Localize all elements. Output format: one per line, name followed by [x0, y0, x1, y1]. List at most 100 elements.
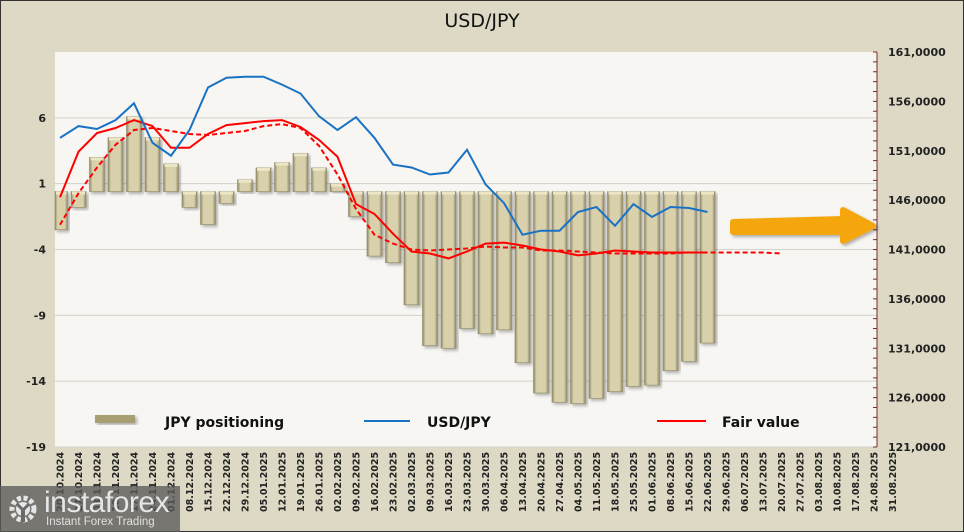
bar-highlight [312, 167, 326, 171]
y-right-tick-label: 121,0000 [888, 441, 946, 454]
x-tick-label: 17.11.2024 [130, 452, 141, 512]
logo-tagline: Instant Forex Trading [46, 516, 155, 528]
x-tick-label: 10.11.2024 [111, 452, 122, 512]
x-tick-label: 23.02.2025 [389, 452, 400, 512]
gear-logo-icon [9, 495, 37, 523]
bar-jpy-positioning [200, 191, 216, 225]
bar-highlight [497, 191, 511, 195]
bar-jpy-positioning [126, 116, 142, 192]
y-right-tick-label: 146,0000 [888, 194, 946, 207]
bar-jpy-positioning [644, 191, 660, 386]
x-tick-label: 18.05.2025 [611, 452, 622, 512]
bar-highlight [349, 191, 363, 195]
bar-highlight [590, 191, 603, 195]
bar-jpy-positioning [514, 191, 531, 364]
y-left-tick-label: -4 [34, 244, 47, 257]
legend: JPY positioning USD/JPY Fair value [95, 415, 800, 431]
bar-highlight [553, 191, 566, 195]
x-tick-label: 22.12.2024 [222, 452, 233, 512]
chart-title: USD/JPY [444, 10, 520, 32]
bar-highlight [442, 191, 455, 195]
x-tick-label: 08.06.2025 [666, 452, 677, 512]
x-tick-label: 02.03.2025 [407, 452, 418, 512]
bar-highlight [201, 191, 215, 195]
bar-jpy-positioning [662, 191, 679, 371]
bar-jpy-positioning [551, 191, 568, 403]
x-tick-label: 10.08.2025 [833, 452, 844, 512]
bar-highlight [534, 191, 548, 195]
x-tick-label: 17.08.2025 [851, 452, 862, 512]
bar-jpy-positioning [366, 191, 383, 257]
x-tick-label: 05.01.2025 [259, 452, 270, 512]
y-left-tick-label: -14 [26, 375, 46, 388]
line-fair-value [59, 119, 708, 260]
x-tick-label: 03.11.2024 [93, 452, 104, 512]
bar-highlight [386, 191, 400, 195]
bar-highlight [423, 191, 437, 195]
y-right-tick-label: 136,0000 [888, 293, 946, 306]
x-tick-label: 25.05.2025 [629, 452, 640, 512]
bar-jpy-positioning [292, 153, 309, 192]
x-tick-label: 08.12.2024 [185, 452, 196, 512]
bar-highlight [645, 191, 659, 195]
bar-jpy-positioning [403, 191, 420, 306]
bar-highlight [90, 157, 104, 161]
x-tick-label: 27.04.2025 [555, 452, 566, 512]
x-tick-label: 22.06.2025 [703, 452, 714, 512]
x-tick-label: 01.06.2025 [648, 452, 659, 512]
x-tick-label: 23.03.2025 [463, 452, 474, 512]
x-tick-label: 09.02.2025 [352, 452, 363, 512]
bar-highlight [275, 162, 289, 166]
y-left-tick-label: 6 [38, 112, 46, 125]
bar-highlight [220, 191, 233, 195]
legend-label-usdjpy: USD/JPY [427, 415, 492, 431]
x-axis: 20.10.2024 27.10.2024 03.11.2024 10.11.2024… [56, 452, 900, 512]
bar-jpy-positioning [588, 191, 605, 399]
bar-highlight [331, 183, 344, 187]
bar-highlight [608, 191, 622, 195]
x-tick-label: 03.08.2025 [814, 452, 825, 512]
x-tick-label: 29.12.2024 [241, 452, 252, 512]
legend-swatch-bar [95, 415, 135, 423]
bar-jpy-positioning [440, 191, 457, 349]
bar-jpy-positioning [163, 163, 179, 192]
bar-highlight [146, 137, 159, 141]
line-usdjpy [59, 75, 708, 236]
x-tick-label: 24.08.2025 [870, 452, 881, 512]
arrow-icon [730, 207, 876, 244]
y-right-tick-label: 141,0000 [888, 244, 946, 257]
bar-highlight [571, 191, 585, 195]
x-tick-label: 06.04.2025 [500, 452, 511, 512]
bar-highlight [627, 191, 640, 195]
bar-highlight [257, 167, 270, 171]
bar-highlight [368, 191, 381, 195]
x-tick-label: 26.01.2025 [315, 452, 326, 512]
bar-highlight [238, 179, 252, 183]
x-tick-label: 30.03.2025 [481, 452, 492, 512]
right-axis: 161,0000 156,0000 151,0000 146,0000 141,0000… [873, 46, 946, 454]
bar-highlight [109, 137, 122, 141]
x-tick-label: 09.03.2025 [426, 452, 437, 512]
left-axis: 6 1 -4 -9 -14 -19 [26, 112, 46, 454]
bar-highlight [516, 191, 529, 195]
bar-jpy-positioning [533, 191, 549, 394]
x-tick-label: 01.12.2024 [167, 452, 178, 512]
bars-group [54, 116, 716, 404]
x-tick-label: 13.07.2025 [759, 452, 770, 512]
y-right-tick-label: 151,0000 [888, 145, 946, 158]
x-tick-label: 24.11.2024 [148, 452, 159, 512]
y-right-tick-label: 126,0000 [888, 392, 946, 405]
bar-highlight [664, 191, 677, 195]
bar-jpy-positioning [681, 191, 697, 362]
bar-highlight [479, 191, 492, 195]
x-tick-label: 20.10.2024 [56, 452, 67, 512]
x-tick-label: 02.02.2025 [333, 452, 344, 512]
x-tick-label: 31.08.2025 [888, 452, 899, 512]
bar-jpy-positioning [422, 191, 438, 346]
x-tick-label: 19.01.2025 [296, 452, 307, 512]
x-tick-label: 20.04.2025 [537, 452, 548, 512]
y-right-tick-label: 131,0000 [888, 342, 946, 355]
x-tick-label: 12.01.2025 [278, 452, 289, 512]
y-right-tick-label: 156,0000 [888, 95, 946, 108]
